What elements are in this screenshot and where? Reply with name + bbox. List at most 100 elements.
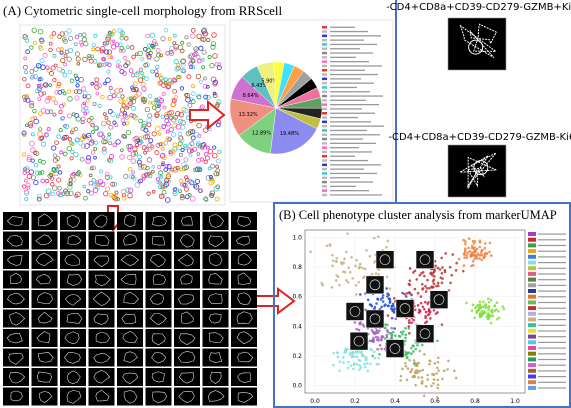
- umap-point: [347, 360, 350, 364]
- thumbnail: [117, 368, 143, 386]
- thumbnail: [60, 231, 86, 250]
- thumbnail: [117, 251, 143, 269]
- umap-point: [489, 309, 493, 313]
- cell: [159, 53, 164, 58]
- legend-text: [330, 91, 370, 93]
- legend-text: [538, 387, 566, 389]
- thumbnail: [31, 212, 58, 230]
- cell: [130, 151, 136, 157]
- umap-point: [424, 300, 427, 304]
- umap-point: [467, 237, 471, 240]
- umap-point: [341, 356, 345, 359]
- thumbnail: [145, 348, 172, 367]
- cell: [176, 74, 181, 80]
- cell: [125, 129, 131, 136]
- cell-outline: [64, 352, 81, 364]
- thumbnail: [3, 270, 29, 289]
- cell: [120, 30, 126, 36]
- umap-point: [475, 247, 479, 251]
- cell: [96, 182, 101, 187]
- cell: [162, 183, 168, 189]
- cell-inset: [345, 302, 365, 321]
- cell: [179, 167, 183, 172]
- legend-swatch: [322, 189, 327, 192]
- umap-point: [428, 359, 432, 362]
- umap-point: [405, 378, 409, 382]
- panel-b-title: (B) Cell phenotype cluster analysis from…: [279, 208, 557, 222]
- cell: [184, 175, 189, 180]
- umap-point: [467, 246, 470, 250]
- umap-point: [474, 255, 478, 259]
- cell: [190, 58, 196, 64]
- umap-point: [385, 335, 389, 339]
- cell-outline: [7, 255, 23, 266]
- umap-point: [480, 310, 484, 313]
- legend-text: [330, 82, 374, 84]
- umap-point: [407, 319, 411, 322]
- umap-point: [425, 287, 429, 290]
- cell: [184, 35, 189, 40]
- cell: [160, 114, 165, 119]
- cell: [164, 197, 171, 203]
- cell: [186, 42, 191, 47]
- umap-point: [357, 266, 361, 270]
- umap-point: [440, 323, 444, 326]
- cell: [45, 132, 49, 137]
- legend-swatch: [528, 277, 536, 282]
- umap-point: [413, 361, 416, 365]
- umap-point: [375, 302, 378, 305]
- cell: [53, 100, 59, 106]
- umap-point: [381, 335, 385, 339]
- cell: [78, 140, 84, 146]
- y-tick-label: 1.0: [292, 234, 302, 241]
- cell: [155, 126, 161, 132]
- umap-point: [394, 334, 397, 338]
- cell: [173, 46, 178, 51]
- cell: [173, 43, 179, 50]
- legend-swatch: [528, 271, 536, 276]
- cell: [37, 158, 43, 163]
- cell-outline: [151, 333, 166, 346]
- cell-outline: [152, 391, 168, 404]
- umap-point: [374, 272, 378, 275]
- umap-point: [416, 344, 419, 347]
- umap-point: [377, 273, 381, 276]
- legend-swatch: [322, 30, 327, 33]
- umap-point: [409, 370, 412, 374]
- cell: [39, 58, 45, 64]
- cell-outline: [177, 253, 194, 267]
- cell-outline: [64, 331, 80, 345]
- legend-swatch: [528, 351, 536, 356]
- cell-outline: [123, 233, 138, 246]
- cell: [126, 45, 130, 49]
- cell: [22, 94, 27, 100]
- cell: [145, 33, 150, 39]
- thumbnail: [145, 212, 172, 230]
- cell: [108, 175, 113, 180]
- umap-point: [346, 281, 350, 284]
- cell: [50, 191, 56, 197]
- cell: [173, 58, 179, 65]
- cell: [93, 146, 98, 151]
- thumbnail: [88, 212, 115, 230]
- umap-point: [386, 314, 390, 317]
- umap-point: [455, 261, 458, 265]
- cell: [109, 31, 115, 37]
- cell: [210, 41, 217, 47]
- thumbnail: [231, 368, 257, 386]
- cell: [58, 109, 63, 115]
- cell: [57, 185, 62, 191]
- cell: [209, 62, 215, 69]
- legend-text: [538, 341, 566, 343]
- cell: [63, 54, 68, 58]
- cell-inset: [415, 324, 435, 344]
- cell-outline: [208, 272, 223, 285]
- cell-outline: [389, 343, 401, 354]
- legend-text: [330, 56, 356, 58]
- umap-point: [410, 352, 413, 356]
- umap-point: [436, 281, 440, 285]
- umap-point: [358, 262, 362, 266]
- cell: [172, 166, 178, 171]
- umap-point: [429, 317, 432, 320]
- thumbnail: [174, 270, 200, 289]
